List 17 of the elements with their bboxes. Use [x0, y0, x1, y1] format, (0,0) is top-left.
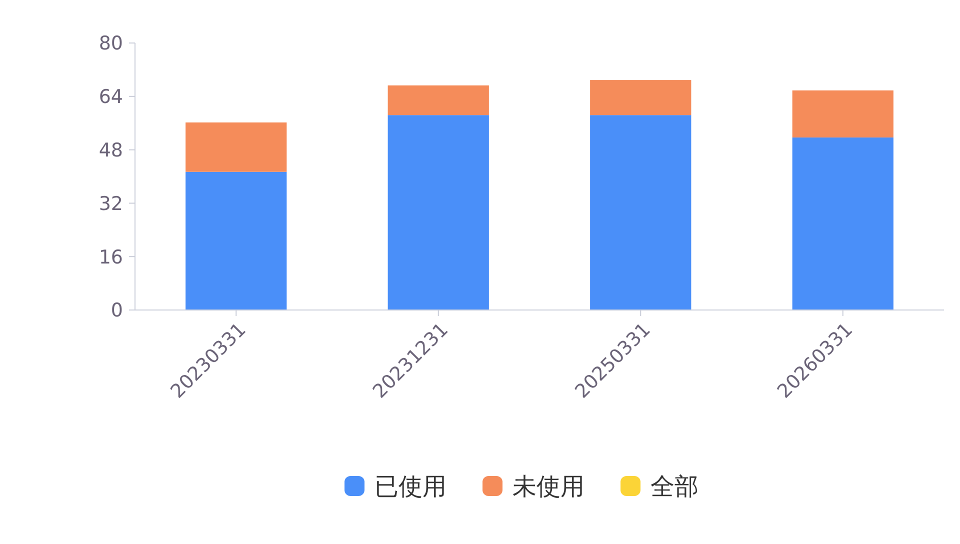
y-tick-label: 0 [110, 300, 123, 322]
y-tick-label: 80 [98, 32, 123, 55]
legend-label: 未使用 [512, 472, 584, 500]
y-tick-label: 48 [98, 139, 123, 162]
legend-label: 已使用 [374, 472, 446, 500]
bar [792, 137, 894, 310]
y-tick-label: 64 [98, 86, 123, 108]
y-tick-label: 16 [98, 246, 123, 268]
bar [186, 172, 287, 310]
bar [388, 85, 489, 116]
bar [590, 115, 692, 310]
bar [792, 90, 894, 138]
y-tick-label: 32 [98, 192, 123, 215]
bar [590, 80, 692, 116]
bar [388, 115, 489, 310]
bar [186, 122, 287, 172]
legend-label: 全部 [650, 472, 698, 500]
